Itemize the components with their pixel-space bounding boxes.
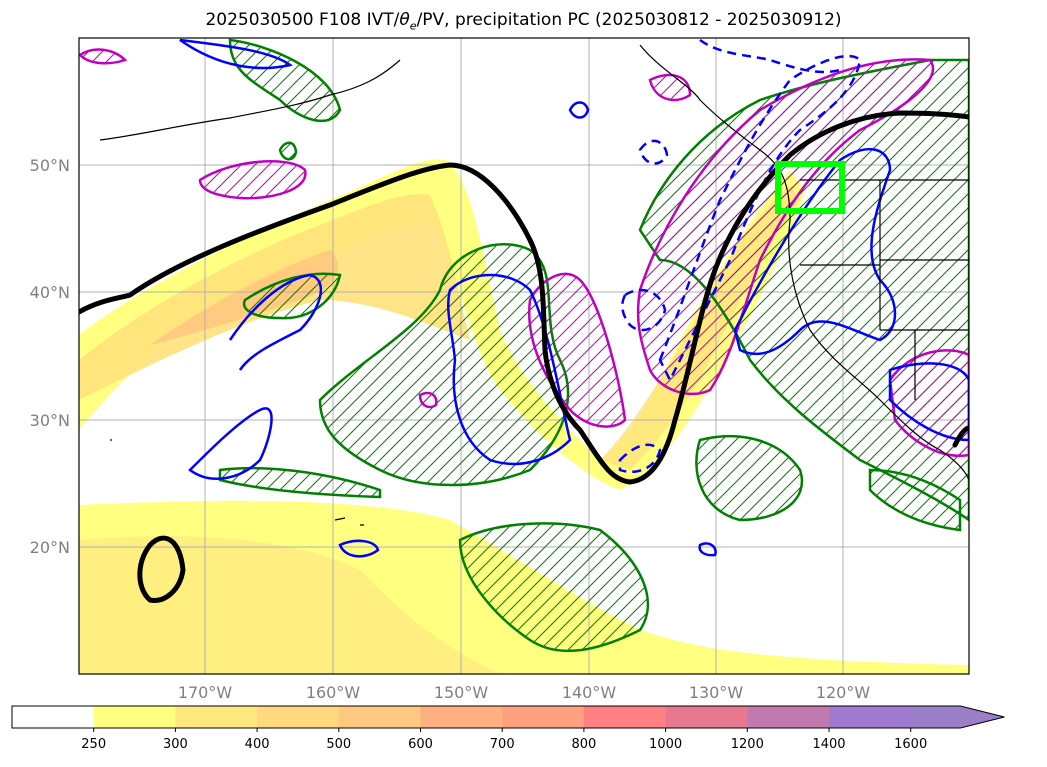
colorbar-segment bbox=[665, 706, 748, 728]
title-suffix: /PV, precipitation PC (2025030812 - 2025… bbox=[416, 10, 842, 30]
colorbar-label: 1200 bbox=[731, 737, 764, 752]
lat-tick-30: 30°N bbox=[30, 411, 70, 430]
title-theta-sub: e bbox=[409, 19, 417, 33]
map-title: 2025030500 F108 IVT/θe/PV, precipitation… bbox=[0, 10, 1047, 32]
colorbar-segment bbox=[93, 706, 176, 728]
colorbar-label: 1400 bbox=[812, 737, 845, 752]
colorbar-label: 600 bbox=[408, 737, 433, 752]
colorbar-label: 800 bbox=[571, 737, 596, 752]
colorbar-segment bbox=[747, 706, 830, 728]
colorbar-label: 700 bbox=[490, 737, 515, 752]
colorbar-segment bbox=[420, 706, 503, 728]
target-box bbox=[775, 161, 845, 214]
colorbar-frame bbox=[11, 705, 1005, 729]
colorbar-segment bbox=[338, 706, 421, 728]
colorbar-segment bbox=[502, 706, 585, 728]
colorbar: 250 300 400 500 600 700 800 1000 1200 1400 1600 bbox=[11, 705, 1005, 752]
colorbar-label: 1600 bbox=[894, 737, 927, 752]
lat-tick-20: 20°N bbox=[30, 538, 70, 557]
lon-tick-120w: 120°W bbox=[816, 683, 871, 702]
lon-tick-140w: 140°W bbox=[562, 683, 617, 702]
colorbar-segment bbox=[583, 706, 667, 728]
lon-axis: 170°W 160°W 150°W 140°W 130°W 120°W bbox=[178, 683, 871, 702]
colorbar-segment bbox=[175, 706, 258, 728]
colorbar-label: 300 bbox=[163, 737, 188, 752]
colorbar-segment bbox=[829, 706, 912, 728]
blue-dashed-contours bbox=[618, 38, 862, 474]
colorbar-segment bbox=[257, 706, 340, 728]
colorbar-label: 400 bbox=[245, 737, 270, 752]
colorbar-label: 500 bbox=[326, 737, 351, 752]
lon-tick-130w: 130°W bbox=[689, 683, 744, 702]
lon-tick-150w: 150°W bbox=[434, 683, 489, 702]
colorbar-label: 250 bbox=[81, 737, 106, 752]
lat-axis: 50°N 40°N 30°N 20°N bbox=[30, 156, 70, 557]
colorbar-segment bbox=[910, 706, 1005, 728]
pv-contour bbox=[79, 110, 969, 603]
plot-frame bbox=[78, 37, 970, 675]
lat-tick-40: 40°N bbox=[30, 283, 70, 302]
blue-contours bbox=[179, 38, 969, 558]
coastlines bbox=[99, 44, 969, 526]
title-theta: θ bbox=[399, 10, 410, 30]
lon-tick-170w: 170°W bbox=[178, 683, 233, 702]
title-prefix: 2025030500 F108 IVT/ bbox=[205, 10, 400, 30]
lon-tick-160w: 160°W bbox=[306, 683, 361, 702]
magenta-contours bbox=[79, 48, 969, 458]
lat-tick-50: 50°N bbox=[30, 156, 70, 175]
colorbar-segment bbox=[12, 706, 95, 728]
colorbar-label: 1000 bbox=[649, 737, 682, 752]
